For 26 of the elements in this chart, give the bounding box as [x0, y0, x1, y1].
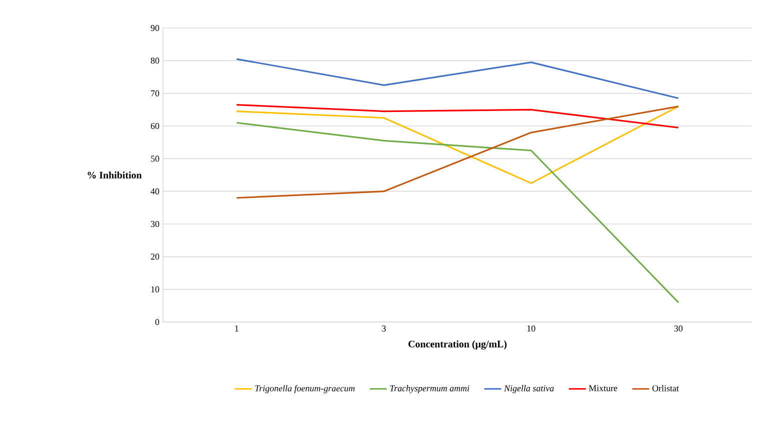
x-tick-label: 3 — [382, 326, 386, 332]
x-tick-label: 30 — [674, 326, 683, 332]
line-series — [236, 106, 680, 199]
legend-label: Orlistat — [652, 385, 679, 392]
y-tick-label: 80 — [150, 58, 160, 64]
line-series — [236, 106, 680, 184]
line-series — [236, 122, 680, 304]
x-tick-label: 10 — [527, 326, 536, 332]
y-tick-label: 50 — [151, 156, 160, 162]
legend-label: Trigonella foenum-graecum — [255, 384, 355, 394]
y-tick-label: 40 — [150, 188, 160, 194]
y-tick-label: 30 — [150, 220, 160, 228]
legend-label: Mixture — [588, 385, 618, 392]
x-tick-label: 1 — [235, 326, 238, 332]
y-tick-label: 70 — [151, 90, 160, 96]
line-series — [236, 104, 680, 128]
y-tick-label: 0 — [155, 318, 160, 326]
legend-label: Trachyspermum ammi — [390, 385, 470, 394]
y-tick-label: 10 — [151, 286, 160, 292]
x-axis-title: Concentration (µg/mL) — [408, 340, 507, 350]
y-tick-label: 20 — [150, 254, 160, 260]
y-tick-label: 90 — [150, 24, 160, 32]
y-axis-title: % Inhibition — [88, 171, 142, 179]
legend-label: Nigella sativa — [504, 385, 554, 394]
y-tick-label: 60 — [150, 122, 160, 130]
line-series — [236, 58, 680, 100]
